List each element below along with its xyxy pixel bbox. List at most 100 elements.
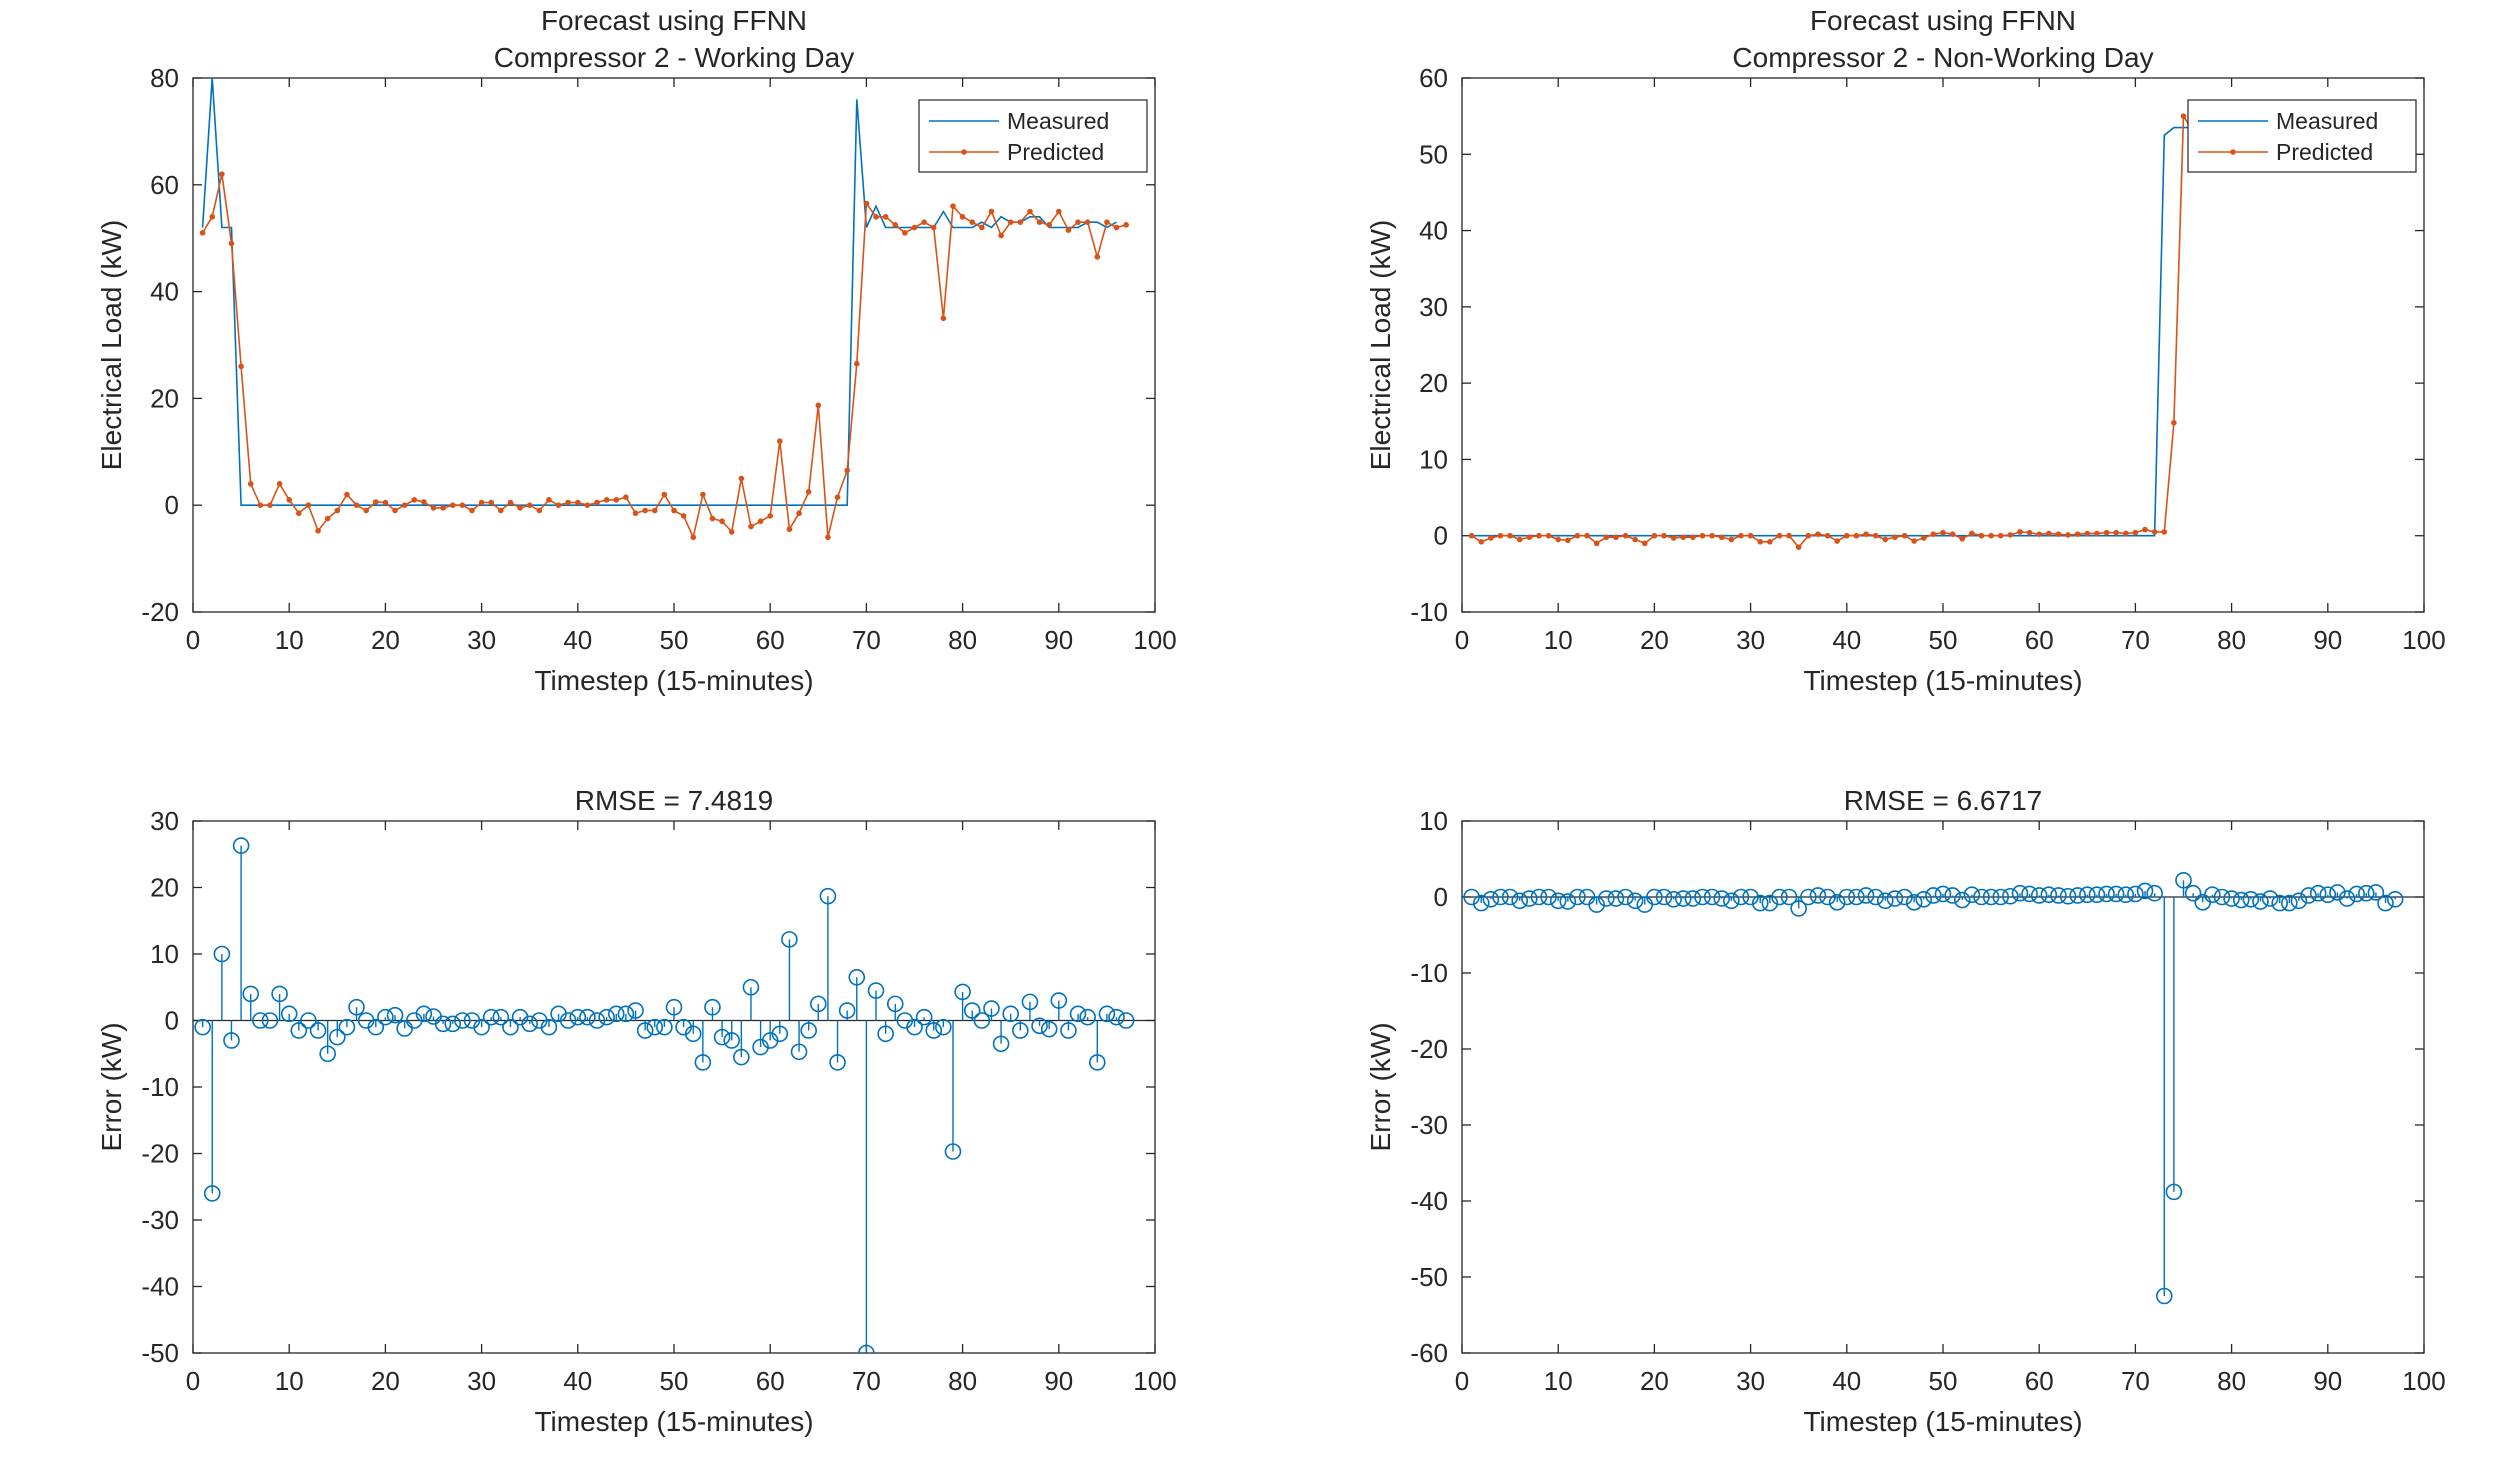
y-tick-label: 20 — [150, 383, 179, 413]
stem-marker — [1732, 888, 1750, 906]
stem-marker — [232, 837, 250, 854]
x-tick-label: 80 — [948, 1366, 977, 1396]
data-point — [1738, 532, 1744, 539]
chart-title: RMSE = 6.6717 — [1844, 785, 2042, 816]
stem-marker — [906, 1018, 923, 1036]
stem-marker — [2175, 871, 2192, 889]
data-point — [238, 363, 244, 370]
y-tick-label: 80 — [150, 63, 179, 93]
data-point — [796, 510, 802, 517]
data-point — [1670, 535, 1677, 541]
stem-marker — [2252, 893, 2269, 910]
x-tick-label: 60 — [2025, 625, 2054, 655]
stem-marker — [1088, 1054, 1106, 1071]
stem-marker — [1040, 1020, 1058, 1038]
x-tick-label: 20 — [1640, 625, 1669, 655]
stem-marker — [925, 1022, 943, 1039]
data-point — [498, 507, 504, 514]
data-point — [2046, 530, 2052, 537]
x-tick-label: 20 — [1640, 1366, 1669, 1396]
data-point — [449, 502, 456, 509]
stem-marker — [694, 1054, 712, 1071]
data-point — [921, 219, 927, 225]
data-point — [1027, 208, 1033, 215]
stem-marker — [1060, 1022, 1077, 1039]
data-point — [353, 502, 360, 509]
data-point — [825, 534, 831, 541]
data-point — [324, 515, 331, 522]
stem-marker — [2069, 887, 2086, 904]
stem-marker — [2040, 886, 2058, 904]
stem-marker — [1521, 890, 1538, 907]
data-point — [334, 507, 341, 514]
y-axis-label: Electrical Load (kW) — [1365, 220, 1396, 471]
data-point — [1940, 529, 1946, 536]
x-tick-label: 20 — [371, 625, 400, 655]
data-point — [1795, 544, 1802, 550]
x-tick-label: 60 — [756, 1366, 785, 1396]
stem-marker — [1598, 890, 1615, 907]
stem-marker — [300, 1012, 317, 1029]
stem-marker — [1549, 892, 1567, 910]
stem-marker — [2136, 882, 2154, 900]
stem-marker — [598, 1008, 615, 1026]
stem-marker — [1771, 888, 1788, 906]
x-tick-label: 10 — [275, 1366, 304, 1396]
data-point — [267, 502, 273, 509]
stem-marker — [742, 978, 760, 996]
stem-marker — [684, 1025, 702, 1043]
x-axis-label: Timestep (15-minutes) — [534, 1406, 813, 1437]
data-point — [1641, 540, 1648, 547]
data-point — [757, 518, 764, 525]
plot-marks — [199, 78, 1129, 541]
x-tick-label: 80 — [948, 625, 977, 655]
stem-marker — [2232, 891, 2250, 909]
stem-marker — [1617, 888, 1634, 906]
data-point — [296, 510, 302, 517]
data-point — [1478, 539, 1485, 545]
stem-marker — [1876, 892, 1894, 910]
stem-marker — [252, 1012, 269, 1029]
stem-marker — [915, 1008, 933, 1026]
stem-marker — [569, 1008, 587, 1026]
data-point — [911, 224, 918, 231]
x-tick-label: 90 — [2313, 625, 2342, 655]
stem-marker — [771, 1025, 789, 1043]
y-tick-label: 20 — [1419, 368, 1448, 398]
stem-marker — [819, 887, 837, 905]
y-tick-label: -30 — [141, 1205, 179, 1235]
stem-marker — [809, 995, 827, 1013]
data-point — [1882, 536, 1889, 543]
data-point — [815, 402, 822, 409]
data-point — [286, 497, 293, 503]
x-tick-label: 10 — [1544, 1366, 1573, 1396]
data-point — [853, 360, 860, 367]
data-point — [2180, 113, 2187, 119]
x-tick-label: 0 — [186, 625, 200, 655]
stem-marker — [935, 1018, 952, 1036]
data-point — [315, 528, 321, 534]
legend-box — [2187, 99, 2417, 173]
y-tick-label: 10 — [1419, 806, 1448, 836]
plot-marks — [1462, 871, 2424, 1305]
data-point — [873, 214, 879, 220]
stem-marker — [607, 1005, 625, 1023]
stem-marker — [2011, 884, 2029, 902]
data-point — [478, 499, 485, 506]
stem-marker — [800, 1022, 817, 1039]
data-point — [1901, 532, 1908, 539]
data-point — [930, 224, 937, 231]
data-point — [2171, 420, 2177, 426]
stem-marker — [473, 1018, 490, 1036]
x-tick-label: 20 — [371, 1366, 400, 1396]
stem-marker — [646, 1018, 664, 1036]
data-point — [767, 513, 773, 519]
data-point — [892, 222, 899, 228]
x-tick-label: 30 — [1736, 625, 1765, 655]
legend-entry: Predicted — [1007, 139, 1104, 165]
data-point — [709, 515, 716, 522]
y-tick-label: 10 — [150, 939, 179, 969]
data-point — [1507, 532, 1513, 539]
stem-marker — [1607, 890, 1625, 907]
